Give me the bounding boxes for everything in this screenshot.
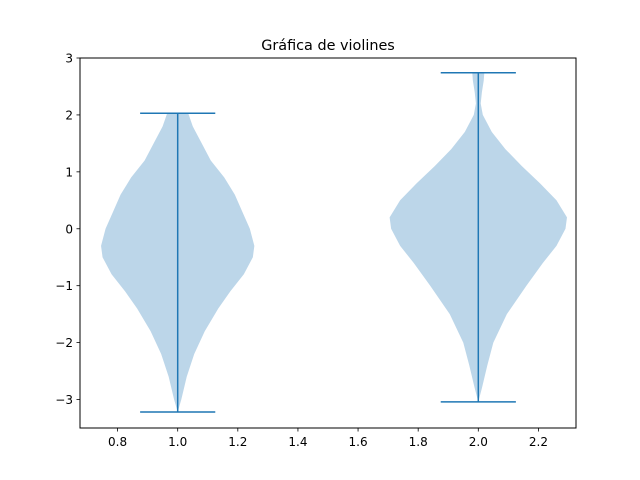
y-tick-label: 3: [65, 52, 73, 66]
chart-title: Gráfica de violines: [261, 38, 395, 54]
y-tick-label: 2: [65, 108, 73, 122]
violin-2: [389, 72, 567, 403]
y-tick-label: 1: [65, 165, 73, 179]
y-axis: −3 −2 −1 0 1 2 3: [55, 52, 80, 407]
x-tick-label: 2.0: [469, 435, 488, 449]
plot-area: [101, 72, 567, 413]
x-tick-label: 1.0: [168, 435, 187, 449]
y-tick-label: −2: [55, 336, 73, 350]
axes-frame: [79, 57, 577, 429]
x-tick-label: 1.6: [349, 435, 368, 449]
x-tick-label: 1.2: [228, 435, 247, 449]
x-tick-label: 1.8: [409, 435, 428, 449]
x-tick-label: 0.8: [108, 435, 127, 449]
x-axis: 0.8 1.0 1.2 1.4 1.6 1.8 2.0 2.2: [108, 428, 548, 449]
y-tick-label: −3: [55, 393, 73, 407]
x-tick-label: 1.4: [288, 435, 307, 449]
y-tick-label: −1: [55, 279, 73, 293]
violin-1: [101, 112, 255, 413]
x-tick-label: 2.2: [529, 435, 548, 449]
y-tick-label: 0: [65, 222, 73, 236]
